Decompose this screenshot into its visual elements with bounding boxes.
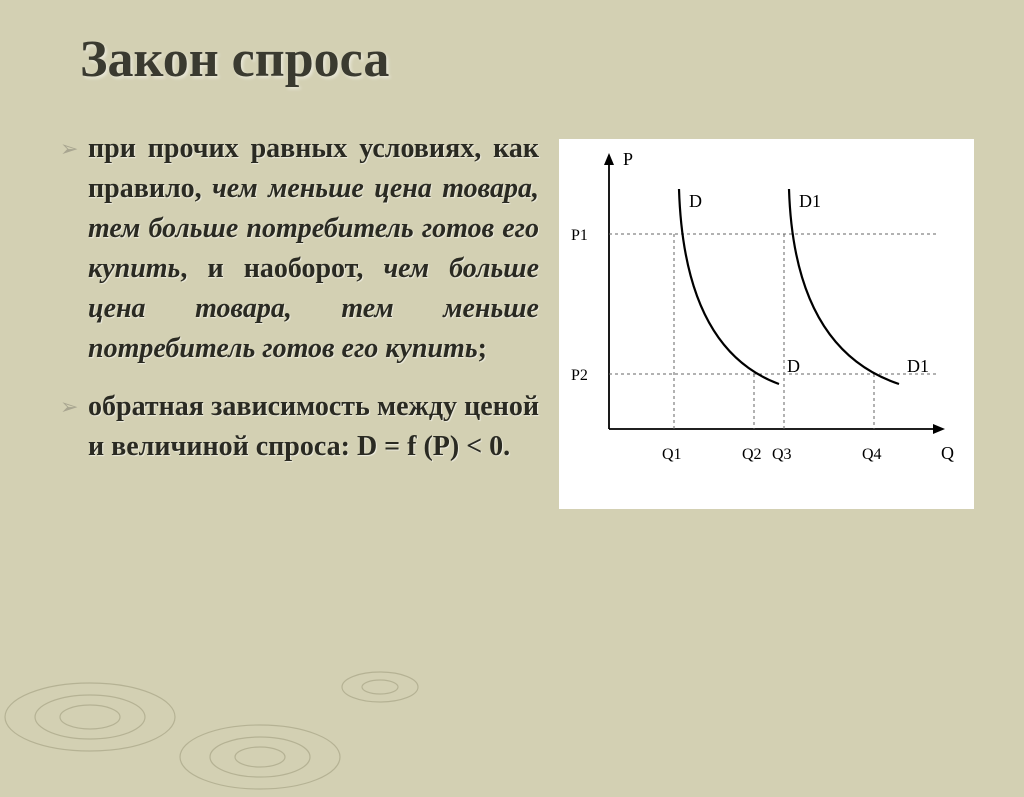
b1-mid: , и наоборот, bbox=[180, 253, 383, 284]
svg-text:D: D bbox=[689, 191, 702, 211]
bullet-marker-icon: ➢ bbox=[60, 387, 88, 467]
svg-text:Q3: Q3 bbox=[772, 446, 792, 463]
bullet-1-text: при прочих равных условиях, как правило,… bbox=[88, 129, 539, 369]
bullet-2-text: обратная зависимость между ценой и велич… bbox=[88, 387, 539, 467]
demand-chart: P Q P1 P2 Q1 Q2 Q3 Q4 D D D1 D1 bbox=[559, 139, 974, 509]
bullet-marker-icon: ➢ bbox=[60, 129, 88, 369]
b2-lead: обратная зависимость между ценой и велич… bbox=[88, 391, 539, 462]
text-column: ➢ при прочих равных условиях, как правил… bbox=[60, 129, 539, 509]
svg-text:Q: Q bbox=[941, 443, 954, 463]
svg-text:P2: P2 bbox=[571, 367, 588, 384]
ripple-decoration bbox=[0, 547, 470, 797]
svg-text:D1: D1 bbox=[799, 191, 821, 211]
svg-text:D: D bbox=[787, 356, 800, 376]
b1-tail: ; bbox=[478, 333, 487, 364]
content-row: ➢ при прочих равных условиях, как правил… bbox=[60, 129, 974, 509]
svg-text:Q4: Q4 bbox=[862, 446, 882, 463]
demand-chart-svg: P Q P1 P2 Q1 Q2 Q3 Q4 D D D1 D1 bbox=[559, 139, 974, 509]
svg-text:Q2: Q2 bbox=[742, 446, 762, 463]
svg-text:P1: P1 bbox=[571, 227, 588, 244]
svg-text:D1: D1 bbox=[907, 356, 929, 376]
svg-text:P: P bbox=[623, 149, 633, 169]
chart-column: P Q P1 P2 Q1 Q2 Q3 Q4 D D D1 D1 bbox=[559, 129, 974, 509]
page-title: Закон спроса bbox=[80, 30, 974, 89]
bullet-2: ➢ обратная зависимость между ценой и вел… bbox=[60, 387, 539, 467]
bullet-1: ➢ при прочих равных условиях, как правил… bbox=[60, 129, 539, 369]
svg-text:Q1: Q1 bbox=[662, 446, 682, 463]
